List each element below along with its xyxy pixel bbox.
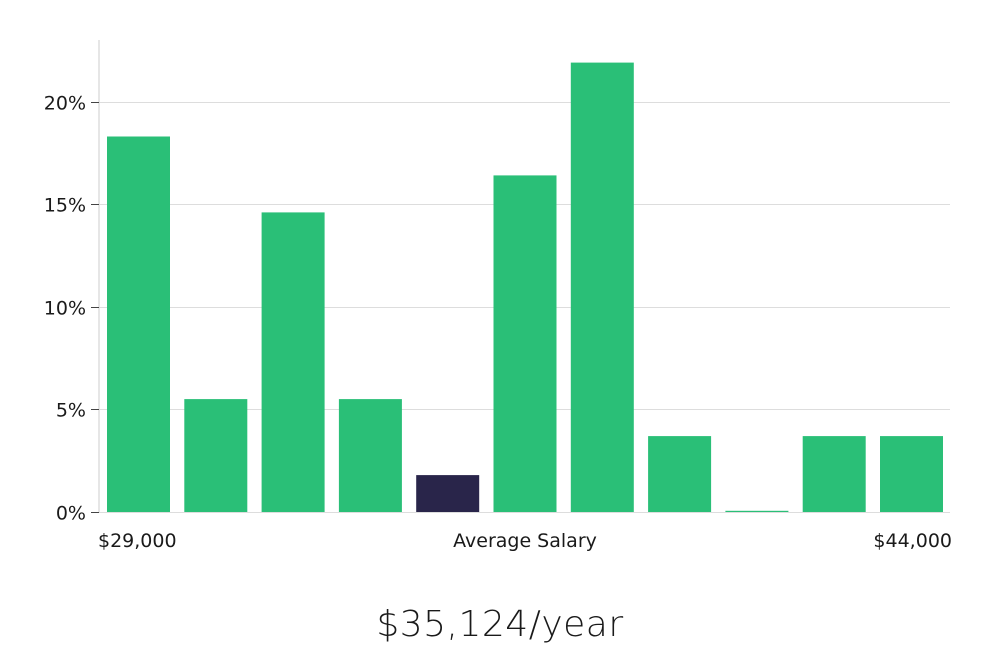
y-tick-label: 20% — [44, 93, 86, 115]
average-salary-value: $35,124/year — [376, 604, 624, 645]
histogram-bar — [184, 399, 248, 512]
y-tick-label: 5% — [56, 400, 86, 422]
y-axis-ticks: 0% 5% 10% 15% 20% — [44, 93, 99, 525]
histogram-bar — [261, 212, 325, 512]
y-tick-label: 15% — [44, 195, 86, 217]
histogram-bar-average — [416, 475, 480, 512]
histogram-bar — [338, 399, 402, 512]
y-tick-label: 0% — [56, 503, 86, 525]
histogram-bar — [493, 175, 557, 512]
histogram-bar — [725, 510, 789, 512]
x-axis-label-average: Average Salary — [453, 530, 597, 552]
histogram-bar — [880, 436, 943, 512]
histogram-bar — [570, 62, 634, 512]
salary-histogram: 0% 5% 10% 15% 20% $29,000 Average Salary $44… — [44, 40, 952, 552]
x-axis-label-min: $29,000 — [98, 530, 177, 552]
histogram-bars — [107, 62, 943, 512]
x-axis-label-max: $44,000 — [873, 530, 952, 552]
histogram-bar — [648, 436, 712, 512]
histogram-bar — [107, 136, 170, 512]
histogram-bar — [802, 436, 866, 512]
y-tick-label: 10% — [44, 298, 86, 320]
